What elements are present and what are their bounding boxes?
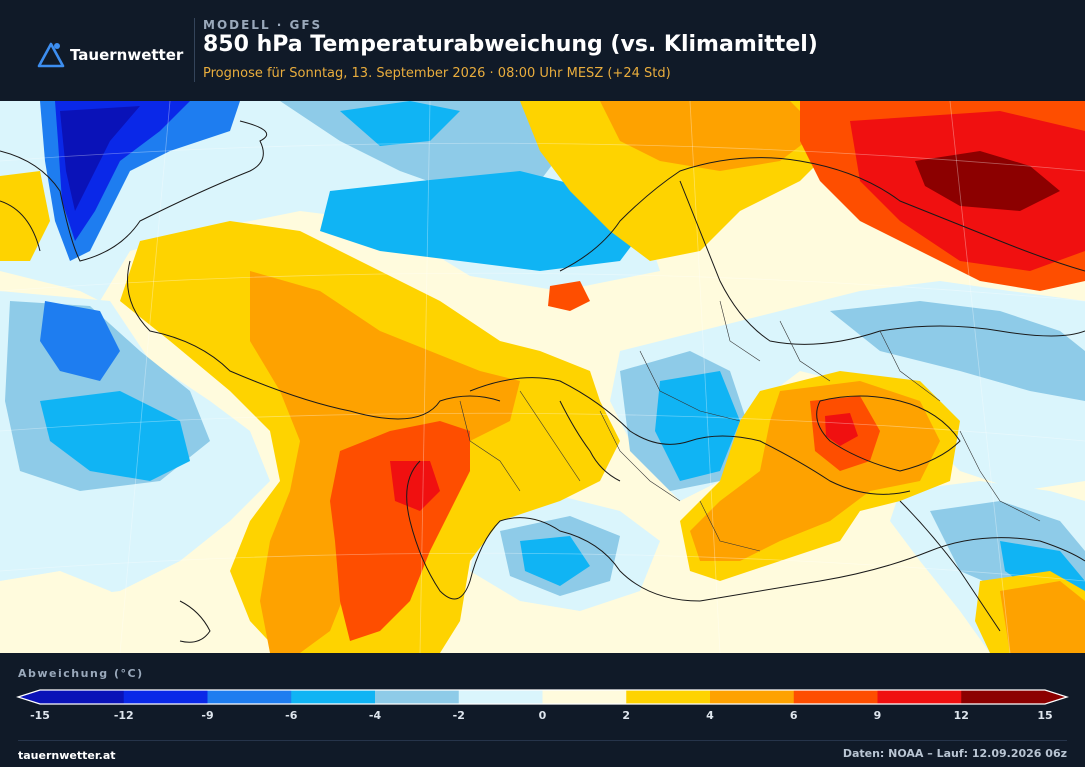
warm-anomaly-area bbox=[1000, 581, 1085, 653]
header: Tauernwetter MODELL · GFS 850 hPa Temper… bbox=[0, 0, 1085, 101]
colorbar-segment bbox=[626, 690, 711, 704]
cool-anomaly-area bbox=[830, 301, 1085, 401]
anomaly-map[interactable] bbox=[0, 101, 1085, 653]
very-hot-anomaly-area bbox=[825, 413, 858, 446]
colorbar-segment bbox=[291, 690, 376, 704]
colorbar-segment bbox=[207, 690, 292, 704]
warm-anomaly-area bbox=[0, 171, 50, 261]
anomaly-map-canvas bbox=[0, 101, 1085, 653]
cool-anomaly-area bbox=[340, 101, 460, 146]
legend-tick-label: 6 bbox=[789, 709, 798, 722]
legend-tick-label: -15 bbox=[30, 709, 50, 722]
forecast-time: Prognose für Sonntag, 13. September 2026… bbox=[203, 66, 671, 81]
site-link[interactable]: tauernwetter.at bbox=[18, 749, 116, 762]
colorbar-segment bbox=[123, 690, 208, 704]
colorbar-segment bbox=[458, 690, 543, 704]
legend-tick-label: 4 bbox=[706, 709, 714, 722]
colorbar-segment bbox=[710, 690, 795, 704]
graticule bbox=[0, 101, 1085, 653]
hot-anomaly-area bbox=[548, 281, 590, 311]
model-label: MODELL · GFS bbox=[203, 18, 323, 32]
colorbar bbox=[16, 689, 1069, 705]
cool-anomaly-area bbox=[520, 536, 590, 586]
cold-core-area bbox=[40, 301, 120, 381]
legend-tick-label: 9 bbox=[873, 709, 882, 722]
cool-anomaly-area bbox=[40, 391, 190, 481]
footer-divider bbox=[18, 740, 1067, 741]
colorbar-segment bbox=[542, 690, 627, 704]
colorbar-outline bbox=[16, 689, 1069, 705]
brand-logo[interactable]: Tauernwetter bbox=[36, 40, 183, 70]
colorbar-segment bbox=[40, 690, 125, 704]
colorbar-over-arrow bbox=[1045, 690, 1067, 704]
data-source: Daten: NOAA – Lauf: 12.09.2026 06z bbox=[842, 747, 1067, 760]
legend-tick-label: -12 bbox=[113, 709, 134, 722]
legend-tick-label: 2 bbox=[622, 709, 631, 722]
colorbar-segment bbox=[375, 690, 460, 704]
page-title: 850 hPa Temperaturabweichung (vs. Klimam… bbox=[203, 32, 818, 57]
legend-tick-label: -6 bbox=[285, 709, 298, 722]
legend-title: Abweichung (°C) bbox=[18, 667, 144, 680]
colorbar-segment bbox=[961, 690, 1046, 704]
brand-name: Tauernwetter bbox=[70, 46, 184, 64]
country-borders bbox=[459, 300, 1041, 552]
cool-anomaly-area bbox=[655, 371, 740, 481]
triangle-logo-icon bbox=[37, 42, 65, 68]
very-hot-anomaly-area bbox=[390, 461, 440, 511]
legend-tick-label: -4 bbox=[368, 709, 382, 722]
legend: Abweichung (°C) -15 -12 -9 -6 -4 -2 0 2 4 6 9 12 15 … bbox=[0, 653, 1085, 767]
legend-tick-label: -2 bbox=[452, 709, 465, 722]
legend-tick-label: 0 bbox=[538, 709, 547, 722]
cold-core-area bbox=[60, 106, 140, 211]
legend-tick-label: -9 bbox=[201, 709, 214, 722]
legend-tick-label: 12 bbox=[953, 709, 969, 722]
cool-anomaly-area bbox=[320, 171, 650, 271]
legend-tick-label: 15 bbox=[1037, 709, 1053, 722]
header-divider bbox=[194, 18, 195, 82]
extreme-anomaly-area bbox=[915, 151, 1060, 211]
warm-anomaly-area bbox=[600, 101, 820, 171]
colorbar-segment bbox=[877, 690, 962, 704]
coastlines bbox=[0, 120, 1085, 643]
colorbar-under-arrow bbox=[18, 690, 40, 704]
warm-anomaly-area bbox=[0, 571, 150, 653]
colorbar-segment bbox=[793, 690, 878, 704]
cool-anomaly-area bbox=[280, 101, 570, 196]
